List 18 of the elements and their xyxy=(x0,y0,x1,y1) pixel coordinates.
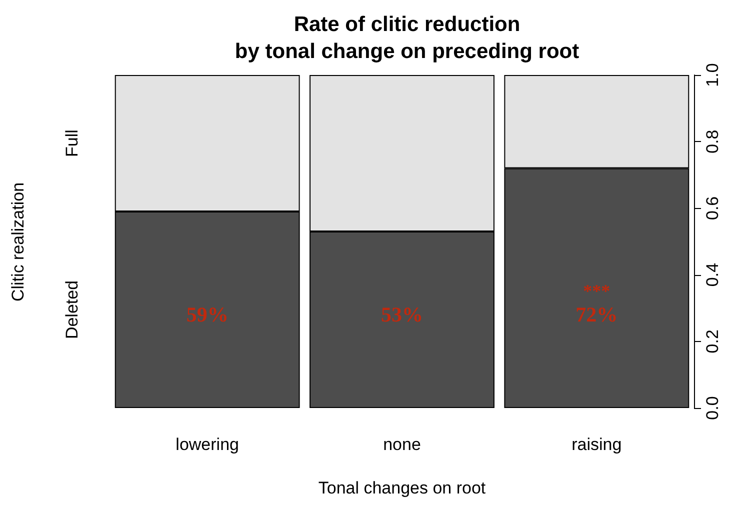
text: Deleted xyxy=(62,280,82,340)
y-tick-label: 0.8 xyxy=(703,130,722,154)
text: Full xyxy=(62,130,82,157)
y-tick-label: 0.2 xyxy=(703,330,722,354)
x-tick-label: raising xyxy=(572,435,622,454)
x-axis-title: Tonal changes on root xyxy=(318,478,486,498)
chart-title: Rate of clitic reduction by tonal change on preceding root xyxy=(234,13,580,63)
data-label: 72% xyxy=(576,302,618,326)
y-tick-label: 0.6 xyxy=(703,196,722,220)
y-tick-label: 1.0 xyxy=(703,63,722,87)
data-label: 53% xyxy=(381,302,423,326)
annotation: *** xyxy=(583,281,610,301)
y-tick-label: 0.4 xyxy=(703,262,722,287)
y-axis-title: Clitic realization xyxy=(8,182,28,302)
x-tick-label: none xyxy=(383,435,421,454)
x-tick-label: lowering xyxy=(176,435,239,454)
y-tick-label: 0.0 xyxy=(703,396,722,420)
data-label: 59% xyxy=(186,302,228,326)
